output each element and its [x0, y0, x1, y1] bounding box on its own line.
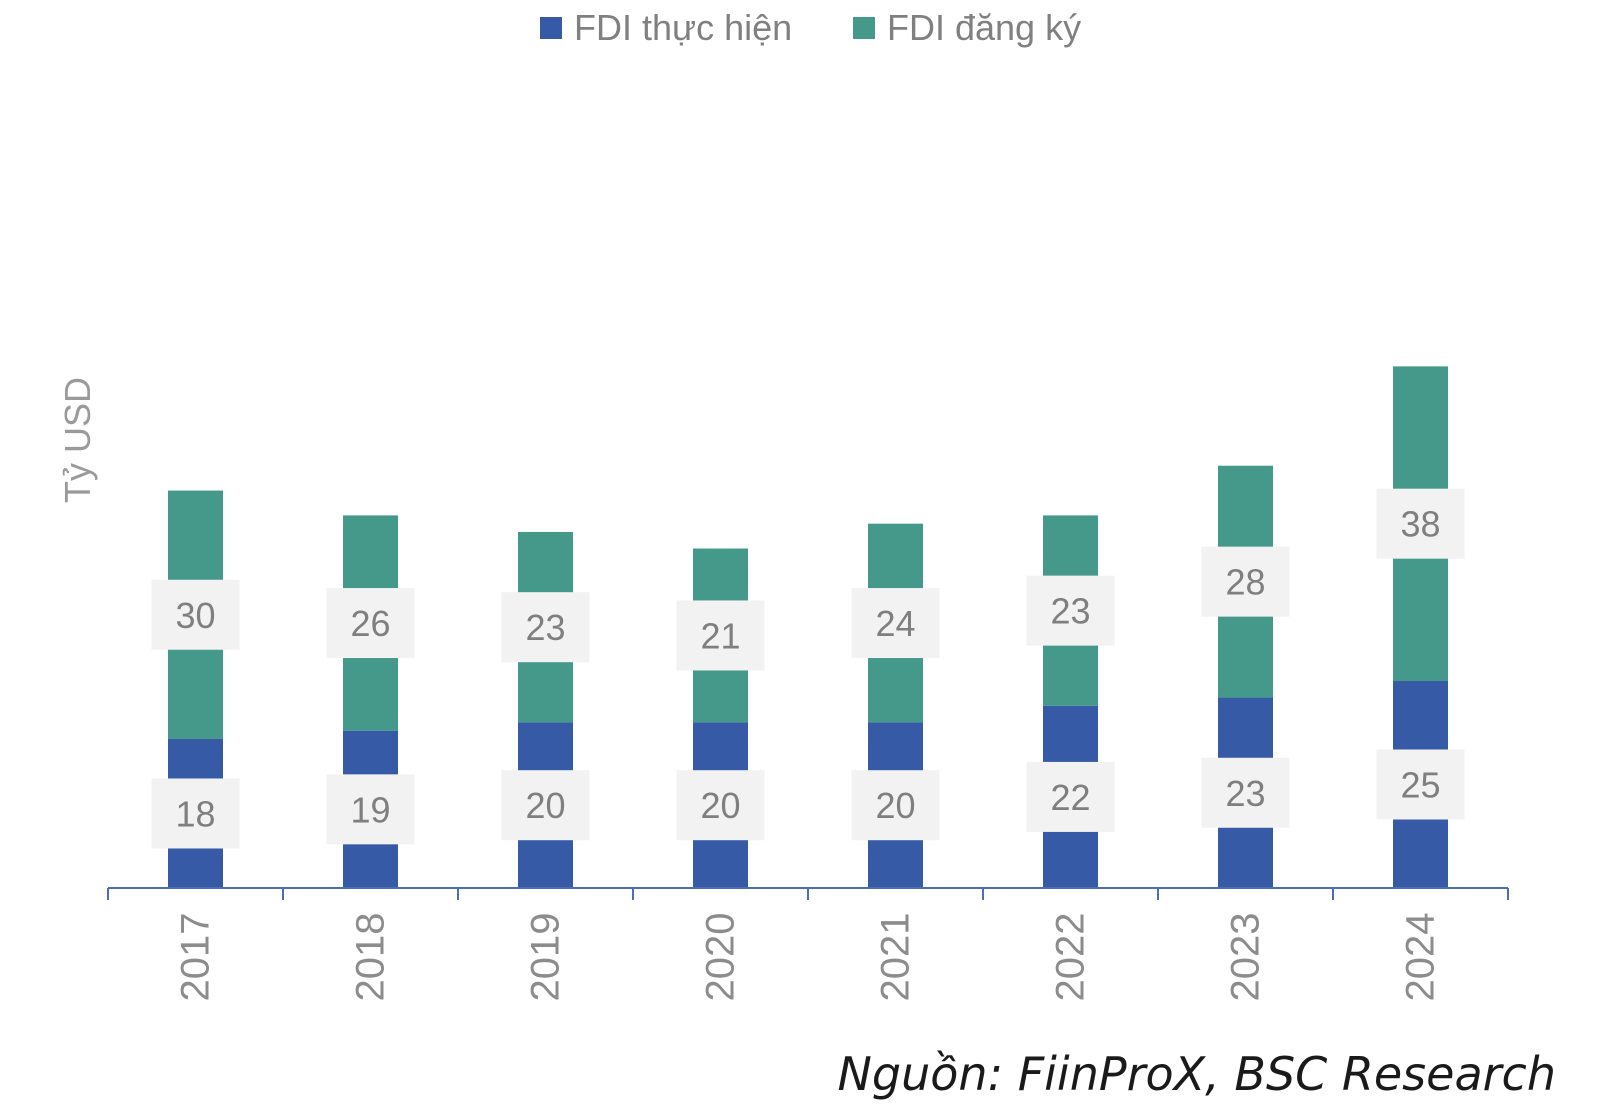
y-axis-label: Tỷ USD	[57, 377, 98, 503]
data-label-text: 22	[1050, 777, 1090, 818]
bars-layer: 18 30 19 26 20 23 20 21 20 24 22 23 23 28 25 38	[151, 366, 1465, 888]
data-label-box	[326, 774, 415, 845]
data-label-text: 38	[1400, 504, 1440, 545]
data-label-thuc-hien-2024: 25	[1376, 749, 1465, 820]
data-label-box	[1026, 575, 1115, 646]
legend-swatch	[540, 17, 562, 39]
data-label-box	[676, 770, 765, 841]
data-label-text: 30	[175, 595, 215, 636]
data-label-text: 24	[875, 603, 915, 644]
data-label-box	[326, 588, 415, 659]
x-axis: 2017 2018 2019 2020 2021 2022 2023 2024	[107, 887, 1509, 1002]
x-tick-label-2019: 2019	[524, 913, 568, 1002]
legend: FDI thực hiện FDI đăng ký	[540, 7, 1081, 48]
data-label-box	[151, 579, 240, 650]
x-tick-label-2024: 2024	[1399, 913, 1443, 1002]
data-label-dang-ky-2024: 38	[1376, 488, 1465, 559]
x-tick-label-2017: 2017	[174, 913, 218, 1002]
data-label-dang-ky-2020: 21	[676, 600, 765, 671]
legend-item-thuc-hien: FDI thực hiện	[540, 7, 792, 48]
data-label-text: 21	[700, 615, 740, 656]
data-label-text: 25	[1400, 765, 1440, 806]
data-label-box	[1376, 749, 1465, 820]
legend-swatch	[853, 17, 875, 39]
legend-label: FDI đăng ký	[887, 7, 1081, 48]
data-label-dang-ky-2021: 24	[851, 588, 940, 659]
data-label-box	[1376, 488, 1465, 559]
source-note: Nguồn: FiinProX, BSC Research	[837, 1047, 1556, 1101]
data-label-dang-ky-2018: 26	[326, 588, 415, 659]
data-label-text: 20	[875, 785, 915, 826]
data-label-thuc-hien-2019: 20	[501, 770, 590, 841]
data-label-text: 23	[525, 607, 565, 648]
data-label-box	[151, 778, 240, 849]
data-label-text: 20	[700, 785, 740, 826]
data-label-text: 19	[350, 789, 390, 830]
data-label-dang-ky-2019: 23	[501, 592, 590, 663]
x-tick-label-2018: 2018	[349, 913, 393, 1002]
legend-label: FDI thực hiện	[574, 7, 792, 48]
data-label-box	[501, 592, 590, 663]
data-label-box	[851, 770, 940, 841]
data-label-text: 23	[1225, 773, 1265, 814]
data-label-thuc-hien-2020: 20	[676, 770, 765, 841]
x-tick-label-2023: 2023	[1224, 913, 1268, 1002]
data-label-thuc-hien-2021: 20	[851, 770, 940, 841]
data-label-box	[676, 600, 765, 671]
data-label-text: 18	[175, 793, 215, 834]
data-label-text: 23	[1050, 591, 1090, 632]
data-label-box	[1201, 546, 1290, 617]
legend-item-dang-ky: FDI đăng ký	[853, 7, 1081, 48]
data-label-box	[851, 588, 940, 659]
x-tick-label-2021: 2021	[874, 913, 918, 1002]
data-label-text: 28	[1225, 562, 1265, 603]
x-tick-label-2020: 2020	[699, 913, 743, 1002]
data-label-dang-ky-2017: 30	[151, 579, 240, 650]
data-label-text: 20	[525, 785, 565, 826]
data-label-thuc-hien-2022: 22	[1026, 761, 1115, 832]
data-label-thuc-hien-2018: 19	[326, 774, 415, 845]
data-label-dang-ky-2023: 28	[1201, 546, 1290, 617]
data-label-box	[1026, 761, 1115, 832]
x-tick-label-2022: 2022	[1049, 913, 1093, 1002]
data-label-thuc-hien-2023: 23	[1201, 757, 1290, 828]
data-label-dang-ky-2022: 23	[1026, 575, 1115, 646]
data-label-text: 26	[350, 603, 390, 644]
data-label-box	[501, 770, 590, 841]
data-label-thuc-hien-2017: 18	[151, 778, 240, 849]
data-label-box	[1201, 757, 1290, 828]
